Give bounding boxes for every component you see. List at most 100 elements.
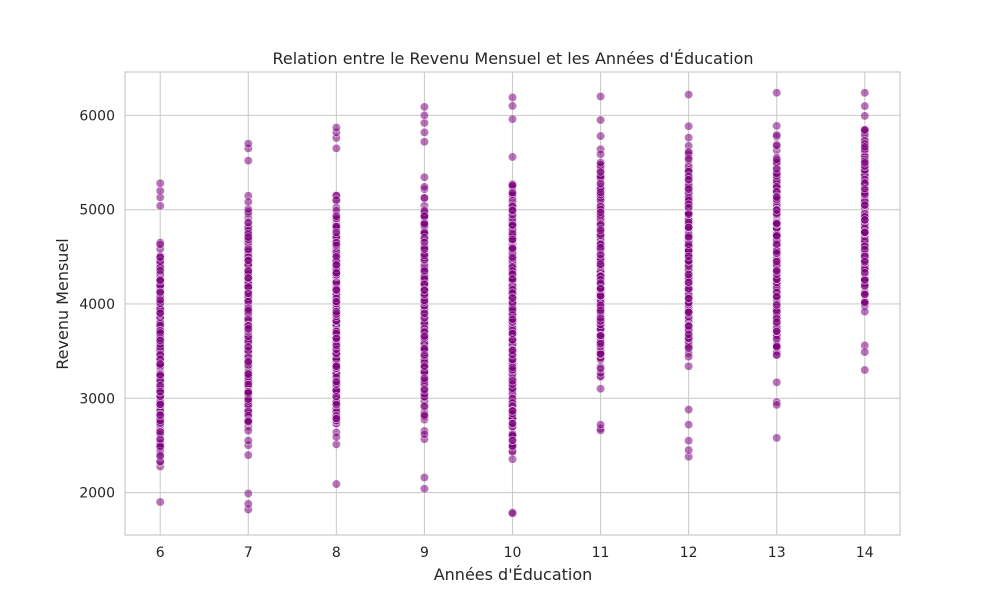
data-point xyxy=(331,392,341,402)
data-point xyxy=(155,427,165,437)
data-point xyxy=(155,370,165,380)
data-point xyxy=(419,350,429,360)
data-point xyxy=(860,215,870,225)
data-point xyxy=(684,239,694,249)
data-point xyxy=(860,257,870,267)
data-point xyxy=(155,287,165,297)
data-point xyxy=(507,345,517,355)
data-point xyxy=(243,256,253,266)
data-point xyxy=(507,435,517,445)
data-point xyxy=(596,339,606,349)
data-point xyxy=(772,130,782,140)
data-point xyxy=(596,364,606,374)
data-point xyxy=(596,207,606,217)
data-point xyxy=(684,329,694,339)
data-point xyxy=(772,239,782,249)
x-tick-label: 9 xyxy=(420,545,429,561)
data-point xyxy=(507,234,517,244)
data-point xyxy=(684,343,694,353)
data-point xyxy=(860,298,870,308)
data-point xyxy=(772,164,782,174)
data-point xyxy=(243,489,253,499)
data-point xyxy=(155,186,165,196)
x-tick-label: 12 xyxy=(680,545,698,561)
data-point xyxy=(860,268,870,278)
x-tick-label: 14 xyxy=(856,545,874,561)
y-tick-label: 3000 xyxy=(79,391,115,407)
data-point xyxy=(155,451,165,461)
data-point xyxy=(596,158,606,168)
data-point xyxy=(243,342,253,352)
data-point xyxy=(419,308,429,318)
data-point xyxy=(772,400,782,410)
data-point xyxy=(596,349,606,359)
x-axis-label: Années d'Éducation xyxy=(434,565,593,584)
x-tick-label: 7 xyxy=(244,545,253,561)
data-point xyxy=(596,179,606,189)
data-point xyxy=(331,414,341,424)
data-point xyxy=(331,297,341,307)
data-point xyxy=(772,377,782,387)
data-point xyxy=(243,388,253,398)
data-point xyxy=(596,284,606,294)
data-point xyxy=(507,305,517,315)
data-point xyxy=(331,307,341,317)
data-point xyxy=(772,154,782,164)
data-point xyxy=(243,306,253,316)
data-point xyxy=(772,218,782,228)
data-point xyxy=(507,92,517,102)
y-tick-label: 2000 xyxy=(79,486,115,502)
data-point xyxy=(155,276,165,286)
data-point xyxy=(155,239,165,249)
data-point xyxy=(507,274,517,284)
data-point xyxy=(507,508,517,518)
data-point xyxy=(507,454,517,464)
data-point xyxy=(860,88,870,98)
data-point xyxy=(507,293,517,303)
data-point xyxy=(243,450,253,460)
data-point xyxy=(596,313,606,323)
data-point xyxy=(860,158,870,168)
data-point xyxy=(684,405,694,415)
data-point xyxy=(596,384,606,394)
data-point xyxy=(243,499,253,509)
data-point xyxy=(331,432,341,442)
data-point xyxy=(155,308,165,318)
data-point xyxy=(860,142,870,152)
data-point xyxy=(772,205,782,215)
data-point xyxy=(860,125,870,135)
data-point xyxy=(684,293,694,303)
data-point xyxy=(155,399,165,409)
data-point xyxy=(243,288,253,298)
x-tick-label: 10 xyxy=(504,545,522,561)
data-point xyxy=(596,420,606,430)
data-point xyxy=(155,442,165,452)
data-point xyxy=(684,222,694,232)
data-point xyxy=(419,219,429,229)
data-point xyxy=(243,218,253,228)
data-point xyxy=(155,295,165,305)
data-point xyxy=(772,326,782,336)
data-point xyxy=(684,277,694,287)
data-point xyxy=(419,484,429,494)
data-point xyxy=(596,187,606,197)
x-tick-label: 6 xyxy=(156,545,165,561)
data-point xyxy=(772,334,782,344)
data-point xyxy=(419,429,429,439)
data-point xyxy=(419,244,429,254)
data-point xyxy=(331,195,341,205)
data-point xyxy=(507,188,517,198)
data-point xyxy=(772,192,782,202)
data-point xyxy=(331,227,341,237)
data-point xyxy=(419,373,429,383)
data-point xyxy=(331,240,341,250)
data-point xyxy=(684,175,694,185)
x-tick-label: 13 xyxy=(768,545,786,561)
x-tick-label: 11 xyxy=(592,545,610,561)
data-point xyxy=(243,357,253,367)
data-point xyxy=(331,211,341,221)
data-point xyxy=(860,200,870,210)
data-point xyxy=(331,361,341,371)
data-point xyxy=(243,232,253,242)
data-point xyxy=(772,292,782,302)
